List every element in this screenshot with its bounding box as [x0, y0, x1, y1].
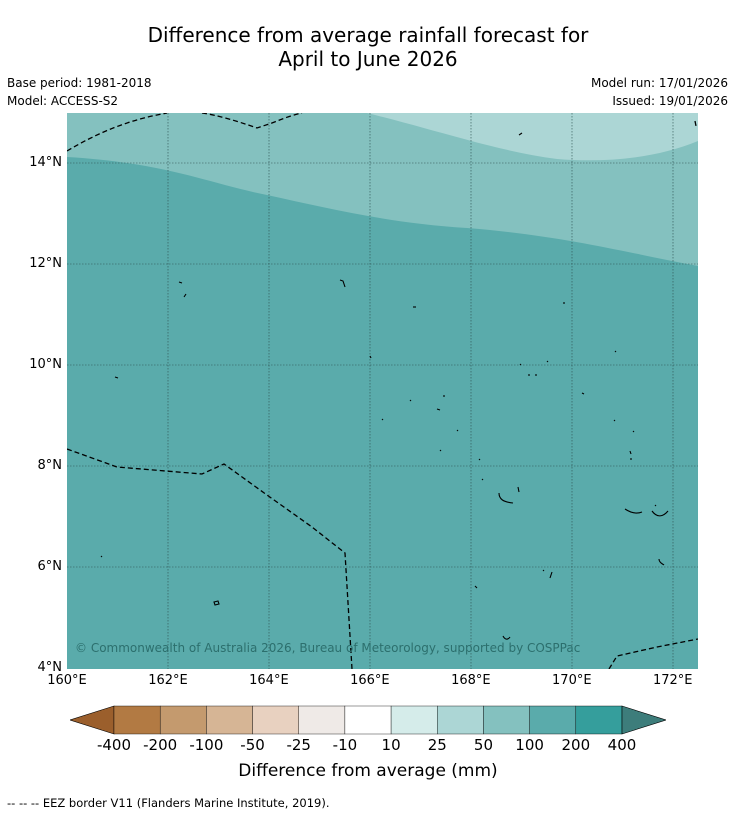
colorbar-extend-high	[621, 705, 666, 735]
colorbar-segment	[344, 705, 392, 735]
lon-label: 164°E	[249, 673, 289, 688]
colorbar-segment	[483, 705, 530, 735]
colorbar-tick-label: -400	[96, 736, 132, 754]
colorbar-segment	[206, 705, 253, 735]
map-lightest-zone	[367, 113, 698, 161]
lat-label: 8°N	[37, 457, 63, 473]
model-name: Model: ACCESS-S2	[7, 94, 119, 108]
colorbar-tick-label: -10	[332, 736, 358, 754]
colorbar-tick-label: -50	[240, 736, 265, 754]
meta-left: Base period: 1981-2018 Model: ACCESS-S2	[7, 74, 152, 110]
chart-title-line-2: April to June 2026	[278, 47, 458, 71]
colorbar-segment	[252, 705, 299, 735]
colorbar-segment	[390, 705, 438, 735]
forecast-map	[67, 113, 698, 669]
lat-label: 4°N	[37, 660, 63, 675]
lon-label: 170°E	[552, 673, 592, 688]
lat-label: 12°N	[29, 255, 62, 271]
lat-label: 10°N	[29, 356, 62, 372]
map-gridlines	[67, 113, 698, 669]
lat-label: 6°N	[37, 558, 63, 574]
colorbar-segment	[298, 705, 346, 735]
colorbar-tick-label: 400	[607, 736, 637, 754]
colorbar-tick-label: -200	[143, 736, 178, 754]
lon-label: 162°E	[148, 673, 188, 688]
colorbar-title: Difference from average (mm)	[238, 761, 498, 781]
meta-right: Model run: 17/01/2026 Issued: 19/01/2026	[591, 74, 728, 110]
colorbar-segment	[575, 705, 623, 735]
issued-date: Issued: 19/01/2026	[612, 94, 728, 108]
colorbar-extend-low	[70, 705, 115, 735]
lon-label: 168°E	[451, 673, 491, 688]
islands	[100, 132, 669, 640]
colorbar-tick-label: 10	[381, 736, 401, 754]
chart-title-line-1: Difference from average rainfall forecas…	[147, 23, 589, 47]
colorbar-segment	[113, 705, 161, 735]
colorbar-tick-label: 50	[473, 736, 493, 754]
lon-label: 160°E	[47, 673, 87, 688]
colorbar-tick-label: 200	[561, 736, 591, 754]
map-copyright: © Commonwealth of Australia 2026, Bureau…	[75, 641, 581, 655]
colorbar-segment	[159, 705, 207, 735]
eez-legend: -- -- -- EEZ border V11 (Flanders Marine…	[7, 796, 330, 810]
colorbar-tick-label: 25	[427, 736, 447, 754]
colorbar-segment	[437, 705, 484, 735]
colorbar-segment	[529, 705, 577, 735]
colorbar-tick-label: 100	[515, 736, 544, 754]
colorbar	[70, 705, 666, 735]
colorbar-tick-label: -100	[189, 736, 224, 754]
model-run: Model run: 17/01/2026	[590, 76, 728, 90]
lon-label: 166°E	[350, 673, 390, 688]
base-period: Base period: 1981-2018	[7, 76, 152, 90]
eez-border	[67, 113, 698, 669]
colorbar-tick-label: -25	[286, 736, 311, 754]
lon-label: 172°E	[652, 673, 693, 688]
lat-label: 14°N	[29, 154, 62, 170]
